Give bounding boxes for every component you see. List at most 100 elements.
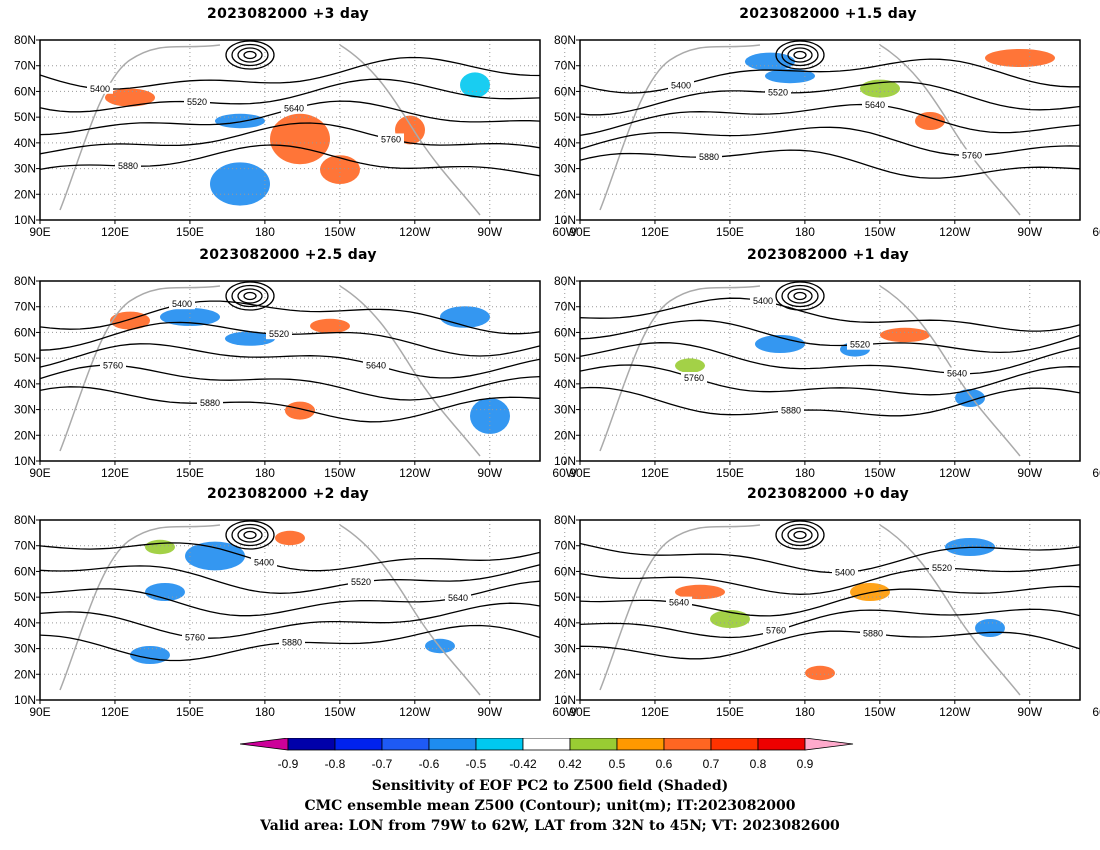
contour-line	[39, 300, 541, 335]
caption-line-2: CMC ensemble mean Z500 (Contour); unit(m…	[304, 798, 796, 814]
contour-ring	[231, 284, 269, 308]
lon-tick-label: 150W	[864, 225, 896, 239]
map-frame	[39, 280, 541, 462]
lat-tick-label: 70N	[554, 539, 576, 553]
lon-tick-label: 90W	[1017, 705, 1042, 719]
contour-line	[579, 585, 1081, 617]
contour-label: 5400	[671, 80, 691, 90]
lat-tick-label: 30N	[554, 162, 576, 176]
lat-tick-label: 10N	[14, 213, 36, 227]
lon-tick-label: 150E	[176, 705, 204, 719]
shading-patch	[185, 541, 245, 571]
lat-tick-label: 80N	[14, 274, 36, 288]
lat-tick-label: 30N	[554, 642, 576, 656]
shading-patch	[440, 306, 490, 328]
colorbar-label: 0.6	[656, 757, 673, 771]
contour-line	[579, 608, 1081, 639]
shading-patch	[975, 619, 1005, 637]
lat-tick-label: 50N	[554, 590, 576, 604]
coastline	[879, 285, 1021, 457]
lon-tick-label: 120W	[939, 225, 971, 239]
lon-tick-label: 120E	[101, 705, 129, 719]
lat-tick-label: 40N	[554, 136, 576, 150]
colorbar-segment	[757, 738, 806, 751]
contour-line	[579, 319, 1081, 354]
contour-ring	[225, 520, 275, 550]
contour-ring	[781, 284, 819, 308]
lon-tick-label: 120W	[939, 466, 971, 480]
coastline	[59, 44, 221, 211]
lon-tick-label: 90W	[477, 225, 502, 239]
lat-tick-label: 50N	[14, 110, 36, 124]
lon-tick-label: 90E	[569, 466, 590, 480]
lat-tick-label: 20N	[14, 667, 36, 681]
lat-tick-label: 40N	[554, 616, 576, 630]
map-frame	[579, 280, 1081, 462]
panel-title: 2023082000 +0 day	[747, 486, 909, 502]
contour-line	[579, 542, 1081, 574]
contour-label: 5640	[284, 103, 304, 113]
lat-tick-label: 80N	[554, 274, 576, 288]
lon-tick-label: 90W	[1017, 225, 1042, 239]
contour-label: 5640	[669, 598, 689, 608]
lon-tick-label: 120E	[641, 705, 669, 719]
colorbar-segment	[569, 738, 618, 751]
lon-tick-label: 180	[795, 225, 815, 239]
lon-tick-label: 180	[795, 466, 815, 480]
lat-tick-label: 40N	[14, 377, 36, 391]
contour-ring	[243, 530, 257, 540]
contour-label: 5400	[835, 567, 855, 577]
lat-tick-label: 10N	[554, 213, 576, 227]
lat-tick-label: 30N	[14, 642, 36, 656]
shading-patch	[460, 72, 490, 98]
lat-tick-label: 60N	[14, 325, 36, 339]
map-panel: 5400 5520 5640 5760 5880 10N 20N 30N 40N 50N 60N 70…	[554, 274, 1100, 480]
lat-tick-label: 10N	[554, 693, 576, 707]
coastline	[879, 524, 1021, 696]
lat-tick-label: 60N	[554, 84, 576, 98]
contour-ring	[237, 288, 263, 304]
contour-label: 5760	[185, 632, 205, 642]
lat-tick-label: 70N	[14, 300, 36, 314]
contour-label: 5520	[768, 88, 788, 98]
colorbar-over-arrow	[804, 738, 854, 751]
lon-tick-label: 120W	[399, 705, 431, 719]
contour-line	[579, 58, 1080, 94]
coastline	[599, 285, 761, 452]
contour-label: 5880	[781, 406, 801, 416]
lon-tick-label: 120E	[641, 225, 669, 239]
map-frame	[579, 519, 1081, 701]
contour-label: 5640	[366, 360, 386, 370]
contour-line	[39, 386, 541, 423]
colorbar-label: 0.42	[558, 757, 582, 771]
contour-line	[579, 103, 1081, 137]
shading-patch	[145, 583, 185, 601]
lon-tick-label: 180	[795, 705, 815, 719]
contour-ring	[781, 43, 819, 67]
contour-label: 5760	[381, 134, 401, 144]
lat-tick-label: 70N	[554, 300, 576, 314]
lat-tick-label: 60N	[14, 564, 36, 578]
lat-tick-label: 40N	[554, 377, 576, 391]
map-panel: 5400 5520 5640 5760 5880 10N 20N 30N 40N 50N 60N 70…	[554, 33, 1100, 239]
colorbar-segment	[710, 738, 759, 751]
contour-label: 5880	[863, 629, 883, 639]
contour-line	[39, 343, 541, 379]
shading-patch	[275, 530, 305, 546]
contour-line	[39, 56, 541, 90]
contour-ring	[243, 291, 257, 301]
contour-ring	[793, 291, 807, 301]
contour-ring	[787, 47, 813, 63]
shading-patch	[470, 398, 510, 434]
lat-tick-label: 50N	[14, 351, 36, 365]
contour-line	[579, 386, 1081, 417]
colorbar-label: -0.9	[278, 757, 299, 771]
shading-patch	[285, 401, 315, 420]
lon-tick-label: 150E	[176, 225, 204, 239]
contour-label: 5640	[865, 100, 885, 110]
lat-tick-label: 20N	[554, 428, 576, 442]
lat-tick-label: 30N	[554, 403, 576, 417]
contour-label: 5400	[90, 84, 110, 94]
lon-tick-label: 150W	[324, 466, 356, 480]
colorbar-label: -0.8	[325, 757, 346, 771]
